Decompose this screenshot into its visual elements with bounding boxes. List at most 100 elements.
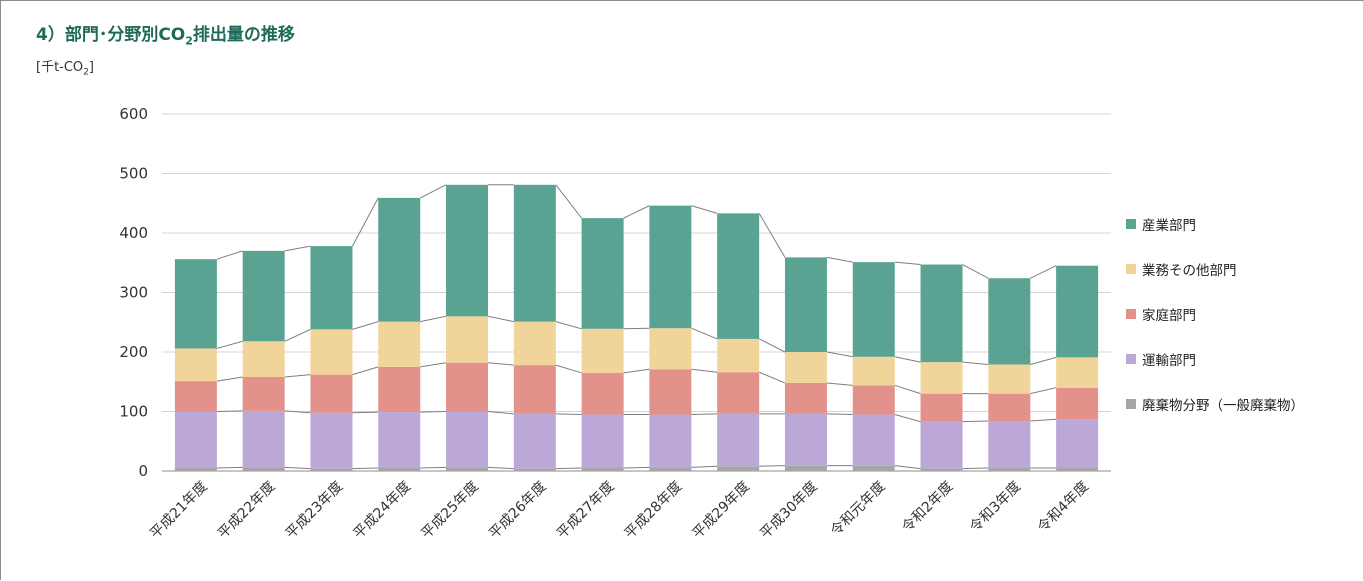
- bar-segment: [784, 382, 827, 414]
- bar-segment: [446, 467, 489, 471]
- bar-segment: [649, 414, 692, 468]
- legend-swatch: [1126, 309, 1136, 319]
- bar-segment: [242, 250, 285, 342]
- legend-swatch: [1126, 399, 1136, 409]
- series-line: [894, 384, 921, 395]
- series-line: [555, 467, 582, 470]
- y-tick-label: 100: [119, 403, 148, 421]
- bar-segment: [174, 348, 217, 382]
- series-line: [555, 364, 582, 374]
- bar-segment: [1056, 387, 1099, 420]
- y-tick-label: 0: [138, 462, 148, 480]
- series-line: [894, 261, 921, 266]
- series-line: [420, 362, 447, 368]
- bar-segment: [988, 364, 1031, 394]
- bar-segment: [581, 414, 624, 469]
- legend-item: 家庭部門: [1126, 304, 1196, 324]
- bar-segment: [852, 465, 895, 471]
- series-line: [555, 413, 582, 415]
- bar-segment: [988, 278, 1031, 365]
- bar-segment: [920, 362, 963, 394]
- bar-segment: [310, 374, 353, 413]
- series-line: [216, 340, 243, 349]
- series-line: [962, 361, 989, 365]
- bar-segment: [852, 385, 895, 415]
- series-line: [216, 466, 243, 469]
- bar-segment: [581, 468, 624, 471]
- bar-segment: [242, 410, 285, 468]
- bar-segment: [513, 413, 556, 469]
- y-tick-label: 200: [119, 343, 148, 361]
- y-tick-label: 400: [119, 224, 148, 242]
- legend-item: 廃棄物分野（一般廃棄物）: [1126, 394, 1304, 414]
- bar-segment: [513, 184, 556, 322]
- series-line: [826, 413, 853, 415]
- bar-segment: [581, 372, 624, 415]
- series-line: [962, 264, 989, 279]
- bar-segment: [174, 381, 217, 412]
- bar-segment: [1056, 357, 1099, 388]
- series-line: [216, 376, 243, 382]
- series-line: [759, 465, 785, 467]
- x-tick-label: 平成22年度: [215, 479, 279, 543]
- series-line: [691, 368, 718, 373]
- series-line: [623, 205, 650, 219]
- bar-segment: [1056, 265, 1099, 358]
- x-tick-label: 平成29年度: [689, 479, 753, 543]
- bar-segment: [581, 328, 624, 373]
- y-tick-label: 500: [119, 165, 148, 183]
- bar-segment: [920, 264, 963, 363]
- bar-segment: [242, 467, 285, 471]
- legend-label: 産業部門: [1142, 218, 1196, 234]
- series-line: [284, 374, 311, 378]
- bar-segment: [988, 421, 1031, 469]
- bar-segment: [378, 321, 421, 367]
- bar-segment: [717, 372, 760, 414]
- series-line: [352, 467, 379, 470]
- legend-item: 産業部門: [1126, 214, 1196, 234]
- x-tick-label: 平成25年度: [418, 479, 482, 543]
- legend-label: 廃棄物分野（一般廃棄物）: [1142, 398, 1304, 414]
- legend-label: 業務その他部門: [1142, 263, 1237, 279]
- bar-segment: [378, 412, 421, 469]
- series-line: [420, 184, 447, 199]
- bar-segment: [378, 468, 421, 471]
- bar-segment: [920, 421, 963, 469]
- bar-segment: [717, 213, 760, 339]
- series-line: [1030, 387, 1057, 395]
- bar-segment: [378, 197, 421, 322]
- series-line: [216, 410, 243, 412]
- bar-segment: [310, 412, 353, 469]
- x-tick-label: 令和3年度: [967, 479, 1024, 536]
- series-line: [420, 466, 447, 469]
- bar-segment: [717, 413, 760, 467]
- series-line: [420, 411, 447, 413]
- x-tick-label: 平成24年度: [351, 479, 415, 543]
- bar-segment: [310, 246, 353, 330]
- series-line: [623, 368, 650, 374]
- series-line: [352, 366, 379, 376]
- bar-segment: [310, 329, 353, 375]
- series-line: [488, 466, 514, 470]
- bar-segment: [784, 352, 827, 383]
- series-line: [758, 213, 786, 258]
- series-line: [623, 466, 650, 469]
- series-line: [420, 315, 447, 323]
- series-line: [284, 466, 311, 470]
- series-line: [962, 420, 989, 423]
- bar-segment: [988, 393, 1031, 422]
- series-line: [284, 328, 311, 342]
- bar-segment: [581, 218, 624, 329]
- bar-segment: [242, 341, 285, 377]
- bar-segment: [784, 257, 827, 352]
- bar-segment: [1056, 468, 1099, 471]
- y-unit-label: [千t-CO2]: [36, 60, 94, 78]
- x-tick-label: 令和2年度: [899, 479, 956, 536]
- bar-segment: [1056, 419, 1099, 469]
- series-line: [826, 351, 853, 358]
- bar-segment: [242, 376, 285, 411]
- series-line: [1030, 265, 1057, 279]
- bar-segment: [446, 316, 489, 363]
- bar-segment: [784, 465, 827, 471]
